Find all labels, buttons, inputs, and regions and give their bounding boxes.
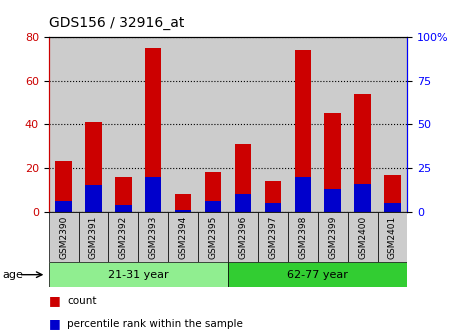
Bar (294, 177, 311, 212)
FancyBboxPatch shape (79, 212, 108, 262)
Bar (354, 94, 371, 212)
Bar (294, 50, 311, 212)
Bar (354, 184, 371, 212)
FancyBboxPatch shape (108, 212, 138, 262)
Text: GSM2394: GSM2394 (179, 215, 188, 258)
Bar (79, 37, 108, 212)
FancyBboxPatch shape (258, 212, 288, 262)
Bar (175, 210, 191, 212)
Bar (205, 172, 221, 212)
FancyBboxPatch shape (49, 212, 79, 262)
Text: GSM2391: GSM2391 (89, 215, 98, 259)
Text: GSM2401: GSM2401 (388, 215, 397, 258)
FancyBboxPatch shape (288, 212, 318, 262)
Bar (49, 37, 79, 212)
Text: ■: ■ (49, 317, 60, 330)
Bar (288, 37, 318, 212)
Text: GSM2400: GSM2400 (358, 215, 367, 258)
Text: GSM2390: GSM2390 (59, 215, 68, 259)
Bar (85, 122, 102, 212)
Text: GSM2395: GSM2395 (208, 215, 218, 259)
FancyBboxPatch shape (228, 212, 258, 262)
Text: GDS156 / 32916_at: GDS156 / 32916_at (49, 16, 184, 30)
Bar (235, 144, 251, 212)
FancyBboxPatch shape (168, 212, 198, 262)
FancyBboxPatch shape (377, 212, 407, 262)
Text: age: age (2, 270, 23, 280)
Bar (145, 48, 162, 212)
Bar (325, 114, 341, 212)
Text: GSM2396: GSM2396 (238, 215, 248, 259)
Bar (265, 181, 281, 212)
FancyBboxPatch shape (49, 262, 228, 287)
Bar (115, 205, 131, 212)
Text: ■: ■ (49, 294, 60, 307)
Bar (318, 37, 348, 212)
Bar (377, 37, 407, 212)
Bar (228, 37, 258, 212)
Bar (108, 37, 138, 212)
Text: count: count (67, 296, 97, 306)
Text: 62-77 year: 62-77 year (288, 270, 348, 280)
FancyBboxPatch shape (318, 212, 348, 262)
Bar (175, 194, 191, 212)
Bar (138, 37, 168, 212)
Bar (265, 203, 281, 212)
Bar (258, 37, 288, 212)
FancyBboxPatch shape (348, 212, 377, 262)
Bar (56, 162, 72, 212)
Bar (168, 37, 198, 212)
Text: 21-31 year: 21-31 year (108, 270, 169, 280)
Bar (198, 37, 228, 212)
Bar (85, 185, 102, 212)
Bar (384, 203, 400, 212)
Bar (56, 201, 72, 212)
Text: GSM2392: GSM2392 (119, 215, 128, 258)
FancyBboxPatch shape (198, 212, 228, 262)
Bar (325, 189, 341, 212)
FancyBboxPatch shape (138, 212, 168, 262)
Text: GSM2393: GSM2393 (149, 215, 158, 259)
Bar (115, 177, 131, 212)
Text: GSM2397: GSM2397 (269, 215, 277, 259)
Text: percentile rank within the sample: percentile rank within the sample (67, 319, 243, 329)
FancyBboxPatch shape (228, 262, 407, 287)
Bar (384, 175, 400, 212)
Bar (145, 177, 162, 212)
Text: GSM2398: GSM2398 (298, 215, 307, 259)
Bar (235, 194, 251, 212)
Text: GSM2399: GSM2399 (328, 215, 337, 259)
Bar (205, 201, 221, 212)
Bar (348, 37, 377, 212)
